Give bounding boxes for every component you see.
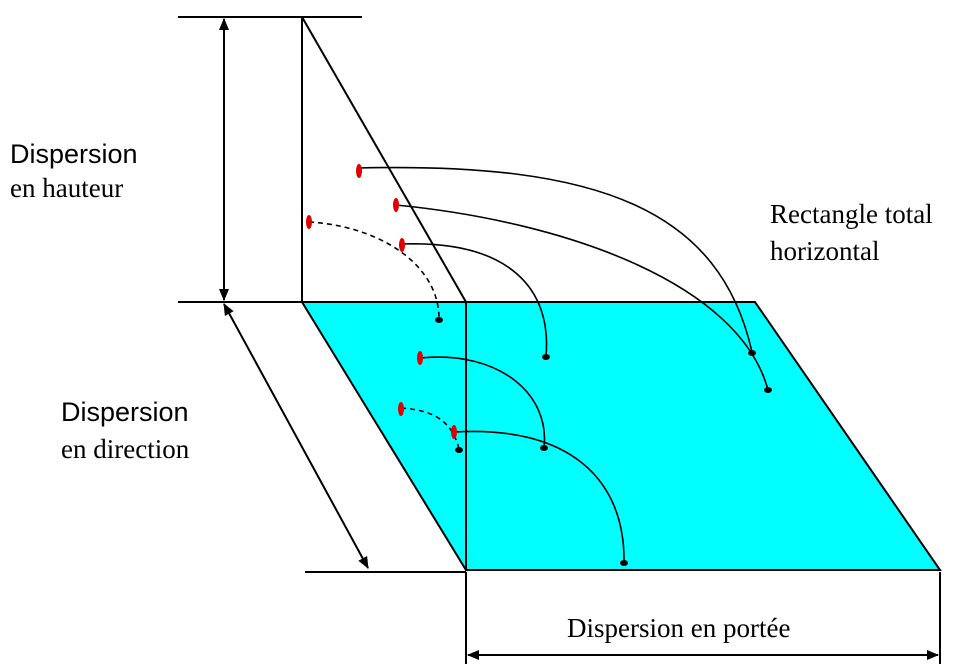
rect-label-line1: Rectangle total: [770, 199, 933, 229]
rect-label-line2: horizontal: [770, 236, 879, 266]
launch-points: [306, 164, 457, 439]
launch-point: [398, 402, 404, 416]
trajectories: [308, 166, 769, 563]
impact-point: [542, 354, 550, 360]
height-label-line1: Dispersion: [10, 139, 138, 169]
impact-points: [435, 317, 772, 566]
trajectory-5: [419, 356, 546, 448]
vertical-plane: [301, 16, 467, 570]
range-label: Dispersion en portée: [567, 613, 790, 643]
impact-point: [748, 350, 756, 356]
trajectory-2: [395, 204, 769, 391]
direction-label-line2: en direction: [61, 434, 190, 464]
launch-point: [417, 351, 423, 365]
trajectory-7: [453, 430, 625, 563]
trajectory-6-dashed: [400, 407, 460, 450]
impact-point: [455, 447, 463, 453]
launch-point: [393, 198, 399, 212]
trajectory-1: [358, 166, 753, 353]
launch-point: [306, 215, 312, 229]
ground-plane: [300, 301, 942, 571]
trajectory-3: [401, 243, 548, 357]
launch-point: [399, 238, 405, 252]
launch-point: [451, 425, 457, 439]
launch-point: [356, 164, 362, 178]
direction-dimension: [223, 303, 466, 573]
height-dimension: [178, 16, 362, 303]
range-dimension: [465, 572, 941, 664]
impact-point: [435, 317, 443, 323]
impact-point: [764, 387, 772, 393]
height-label-line2: en hauteur: [10, 173, 123, 203]
direction-label-line1: Dispersion: [61, 397, 189, 427]
impact-point: [540, 445, 548, 451]
impact-point: [620, 560, 628, 566]
